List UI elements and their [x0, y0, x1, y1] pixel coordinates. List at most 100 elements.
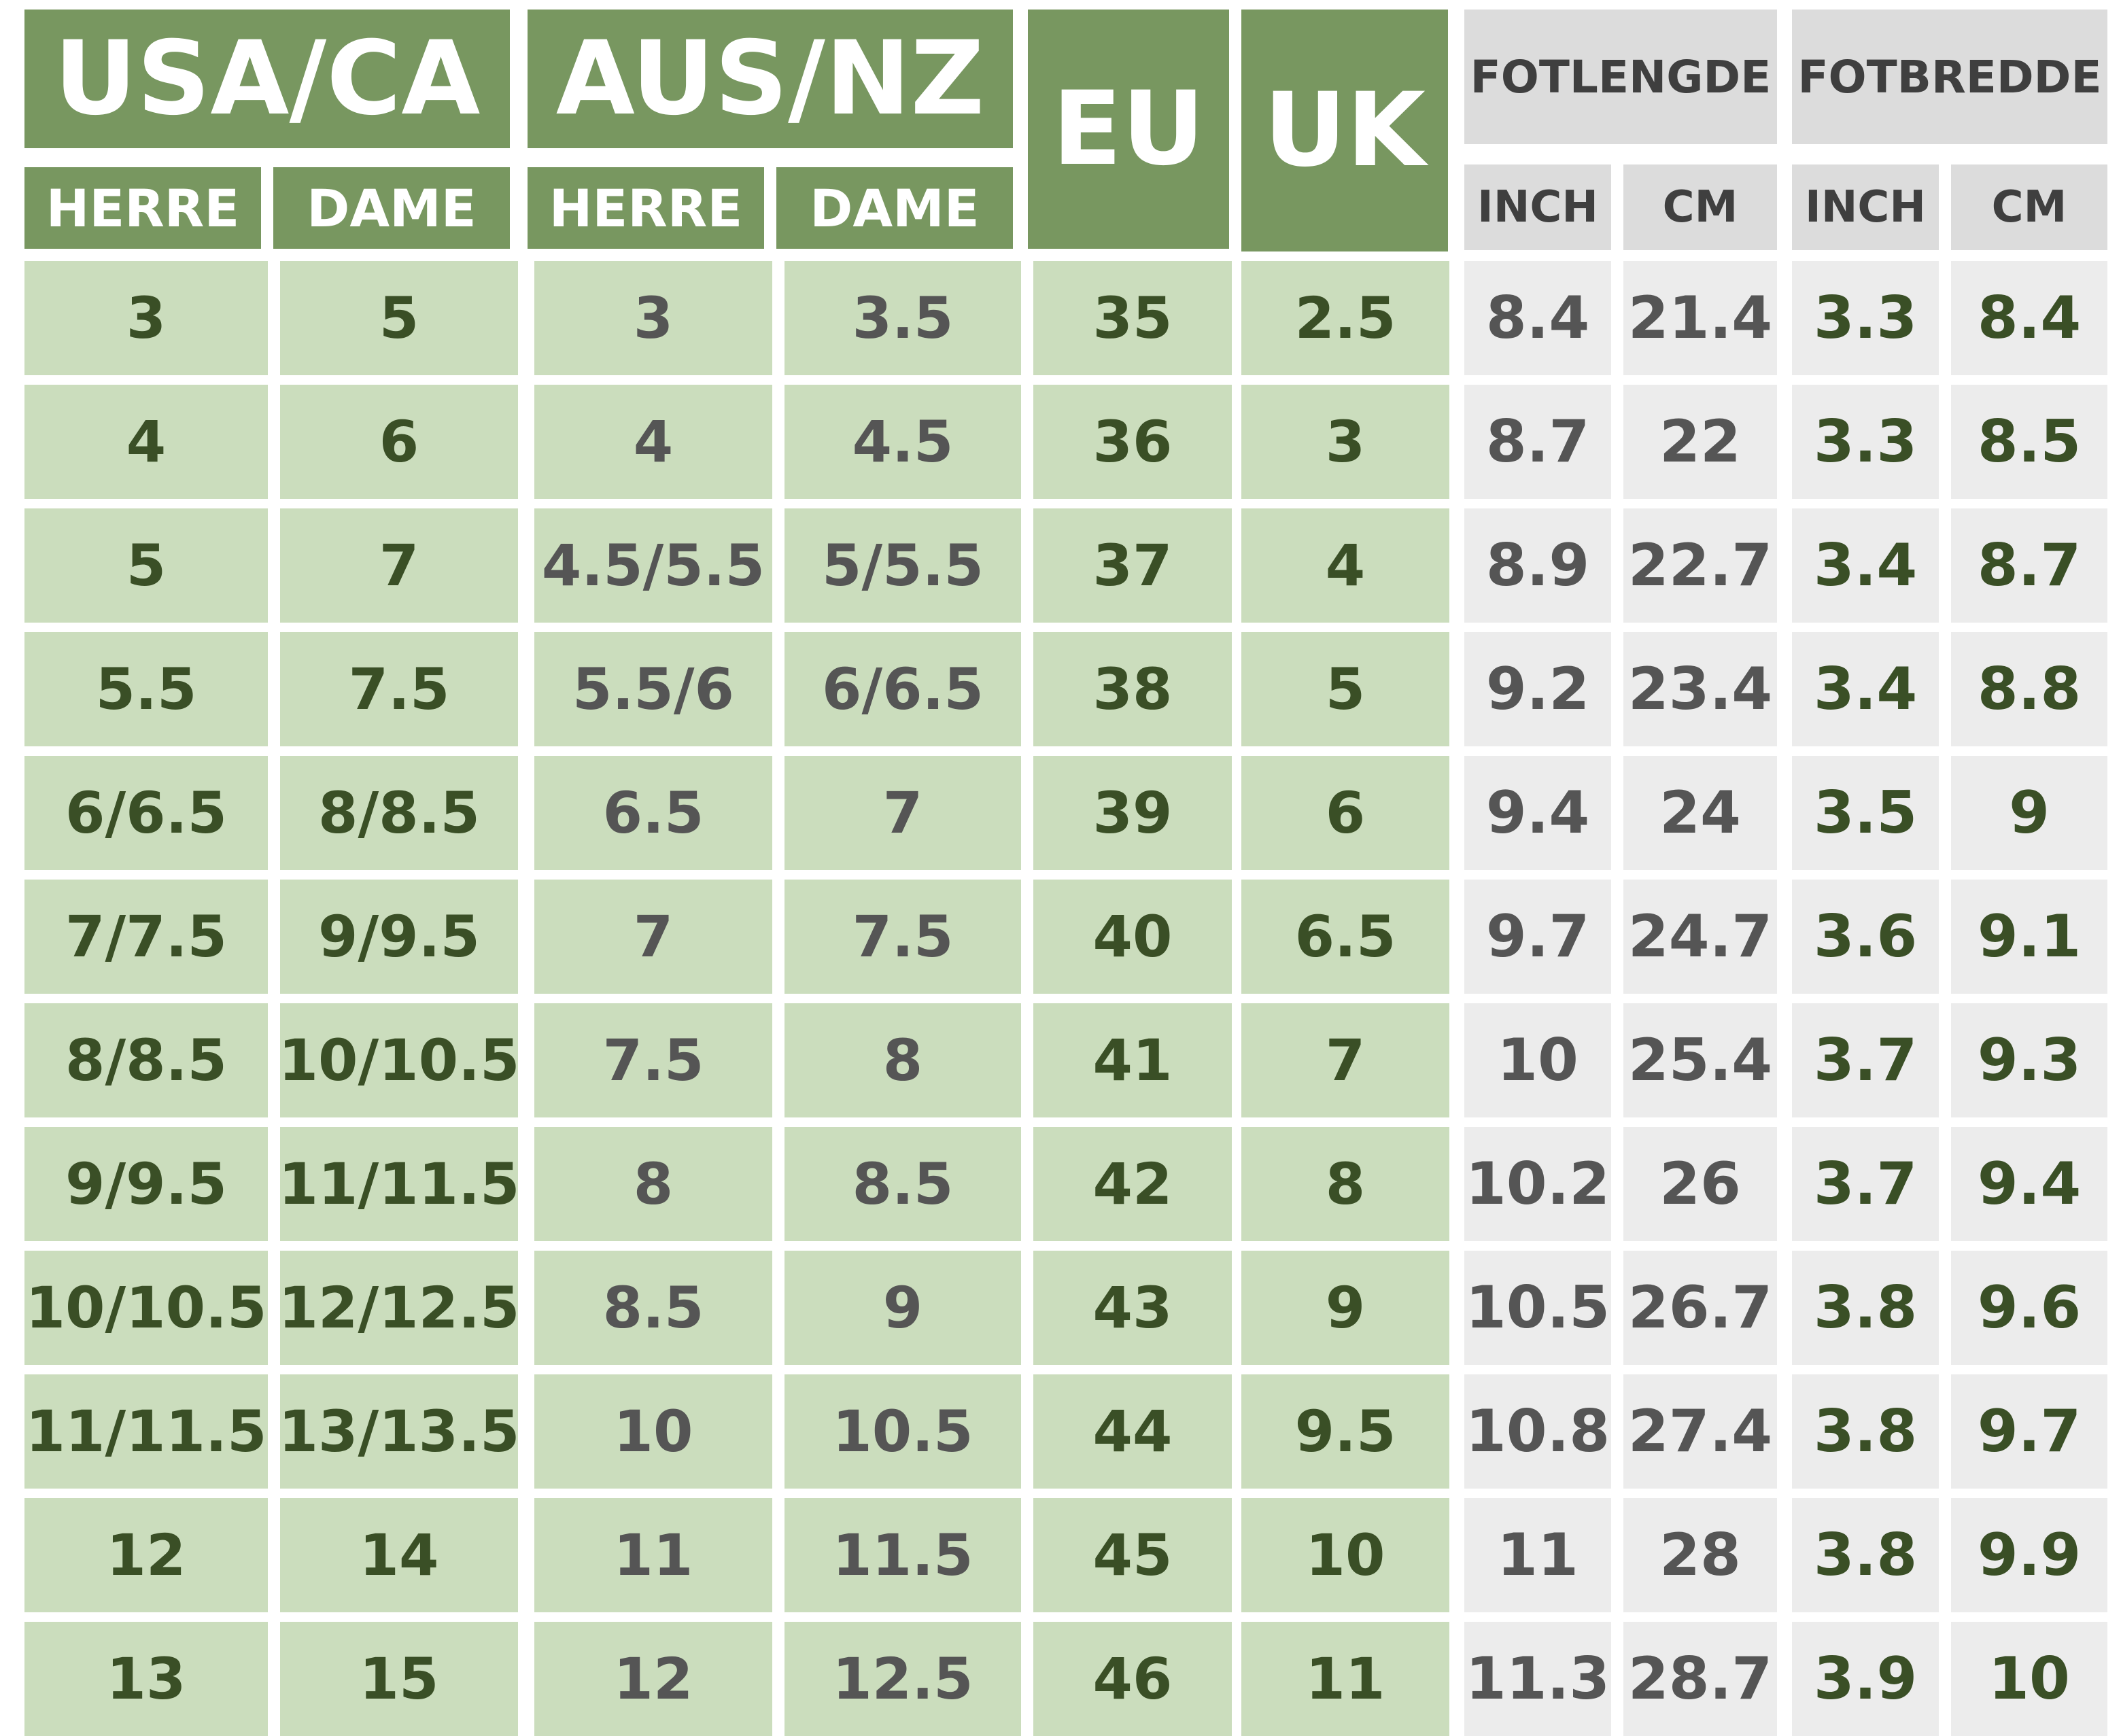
cell-usa-dame: 15	[280, 1622, 518, 1736]
cell-length-inch: 9.4	[1464, 756, 1611, 870]
cell-width-cm: 9.4	[1951, 1127, 2107, 1241]
cell-aus-herre: 12	[534, 1622, 772, 1736]
cell-uk: 6.5	[1241, 880, 1449, 994]
cell-aus-dame: 7	[784, 756, 1021, 870]
cell-aus-herre: 7.5	[534, 1003, 772, 1117]
cell-eu: 38	[1033, 632, 1232, 746]
cell-length-cm: 23.4	[1623, 632, 1777, 746]
cell-usa-herre: 6/6.5	[24, 756, 268, 870]
cell-width-inch: 3.4	[1792, 508, 1939, 623]
cell-width-inch: 3.8	[1792, 1251, 1939, 1365]
cell-length-cm: 28.7	[1623, 1622, 1777, 1736]
cell-eu: 44	[1033, 1374, 1232, 1489]
cell-eu: 37	[1033, 508, 1232, 623]
cell-usa-herre: 11/11.5	[24, 1374, 268, 1489]
subheader-aus-herre: HERRE	[528, 167, 764, 249]
cell-length-inch: 11.3	[1464, 1622, 1611, 1736]
cell-usa-herre: 5	[24, 508, 268, 623]
cell-length-inch: 10.2	[1464, 1127, 1611, 1241]
cell-aus-herre: 10	[534, 1374, 772, 1489]
cell-width-cm: 8.8	[1951, 632, 2107, 746]
cell-eu: 43	[1033, 1251, 1232, 1365]
header-uk: UK	[1241, 10, 1448, 251]
cell-eu: 36	[1033, 385, 1232, 499]
cell-aus-dame: 6/6.5	[784, 632, 1021, 746]
cell-width-cm: 10	[1951, 1622, 2107, 1736]
cell-uk: 9	[1241, 1251, 1449, 1365]
cell-eu: 39	[1033, 756, 1232, 870]
cell-width-inch: 3.7	[1792, 1003, 1939, 1117]
cell-usa-dame: 7.5	[280, 632, 518, 746]
subheader-length-inch: INCH	[1464, 164, 1611, 250]
cell-width-cm: 8.5	[1951, 385, 2107, 499]
cell-uk: 3	[1241, 385, 1449, 499]
cell-aus-herre: 4	[534, 385, 772, 499]
cell-length-cm: 24.7	[1623, 880, 1777, 994]
cell-width-inch: 3.7	[1792, 1127, 1939, 1241]
cell-usa-herre: 10/10.5	[24, 1251, 268, 1365]
cell-uk: 8	[1241, 1127, 1449, 1241]
cell-usa-herre: 8/8.5	[24, 1003, 268, 1117]
cell-usa-herre: 3	[24, 261, 268, 375]
cell-length-cm: 25.4	[1623, 1003, 1777, 1117]
cell-uk: 10	[1241, 1498, 1449, 1612]
cell-aus-dame: 9	[784, 1251, 1021, 1365]
cell-aus-herre: 4.5/5.5	[534, 508, 772, 623]
subheader-width-cm: CM	[1951, 164, 2107, 250]
cell-length-cm: 21.4	[1623, 261, 1777, 375]
cell-uk: 9.5	[1241, 1374, 1449, 1489]
cell-usa-dame: 11/11.5	[279, 1127, 519, 1241]
cell-aus-dame: 8.5	[784, 1127, 1021, 1241]
cell-usa-dame: 5	[280, 261, 518, 375]
header-aus-nz: AUS/NZ	[528, 10, 1013, 148]
cell-aus-herre: 8.5	[534, 1251, 772, 1365]
cell-aus-dame: 5/5.5	[784, 508, 1021, 623]
cell-uk: 7	[1241, 1003, 1449, 1117]
cell-width-cm: 8.4	[1951, 261, 2107, 375]
cell-width-inch: 3.5	[1792, 756, 1939, 870]
cell-aus-herre: 5.5/6	[534, 632, 772, 746]
cell-usa-dame: 10/10.5	[279, 1003, 519, 1117]
cell-aus-herre: 11	[534, 1498, 772, 1612]
cell-usa-dame: 6	[280, 385, 518, 499]
cell-length-inch: 10	[1464, 1003, 1611, 1117]
cell-length-cm: 22.7	[1623, 508, 1777, 623]
cell-aus-herre: 6.5	[534, 756, 772, 870]
subheader-usa-dame: DAME	[273, 167, 510, 249]
cell-usa-dame: 13/13.5	[279, 1374, 519, 1489]
cell-usa-dame: 9/9.5	[280, 880, 518, 994]
cell-length-inch: 10.8	[1464, 1374, 1611, 1489]
cell-usa-herre: 9/9.5	[24, 1127, 268, 1241]
cell-width-inch: 3.3	[1792, 261, 1939, 375]
cell-eu: 45	[1033, 1498, 1232, 1612]
cell-width-inch: 3.9	[1792, 1622, 1939, 1736]
cell-usa-herre: 12	[24, 1498, 268, 1612]
cell-length-cm: 26	[1623, 1127, 1777, 1241]
cell-aus-dame: 8	[784, 1003, 1021, 1117]
subheader-usa-herre: HERRE	[24, 167, 261, 249]
cell-usa-herre: 7/7.5	[24, 880, 268, 994]
cell-aus-dame: 10.5	[784, 1374, 1021, 1489]
cell-width-inch: 3.8	[1792, 1498, 1939, 1612]
cell-aus-dame: 11.5	[784, 1498, 1021, 1612]
cell-uk: 4	[1241, 508, 1449, 623]
subheader-width-inch: INCH	[1792, 164, 1939, 250]
cell-width-cm: 9	[1951, 756, 2107, 870]
cell-width-cm: 9.7	[1951, 1374, 2107, 1489]
cell-length-inch: 11	[1464, 1498, 1611, 1612]
cell-aus-herre: 7	[534, 880, 772, 994]
cell-aus-dame: 12.5	[784, 1622, 1021, 1736]
cell-eu: 40	[1033, 880, 1232, 994]
cell-length-inch: 10.5	[1464, 1251, 1611, 1365]
header-usa-ca: USA/CA	[24, 10, 510, 148]
header-fotbredde: FOTBREDDE	[1792, 10, 2107, 144]
cell-uk: 6	[1241, 756, 1449, 870]
cell-width-cm: 8.7	[1951, 508, 2107, 623]
subheader-aus-dame: DAME	[776, 167, 1013, 249]
cell-width-inch: 3.6	[1792, 880, 1939, 994]
cell-uk: 5	[1241, 632, 1449, 746]
cell-length-inch: 8.4	[1464, 261, 1611, 375]
cell-width-cm: 9.6	[1951, 1251, 2107, 1365]
cell-width-cm: 9.9	[1951, 1498, 2107, 1612]
cell-usa-herre: 5.5	[24, 632, 268, 746]
